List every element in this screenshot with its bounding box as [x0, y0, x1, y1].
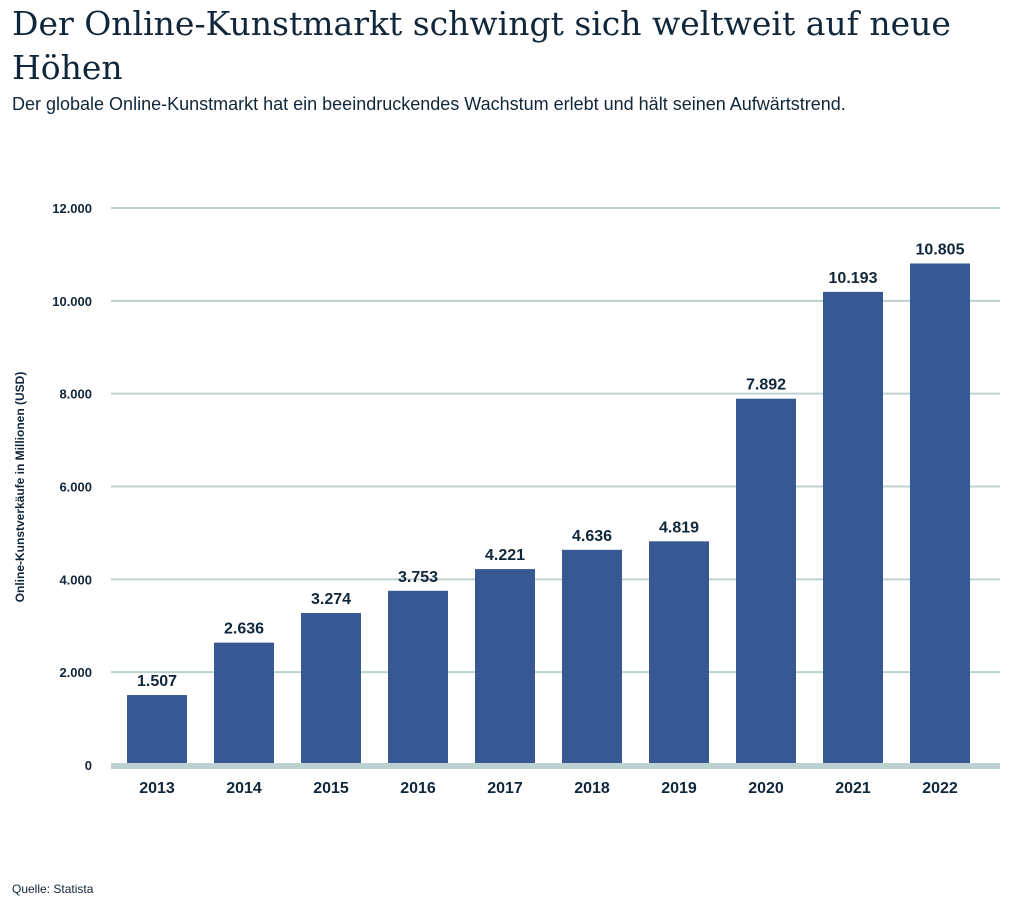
- y-tick-label: 0: [85, 758, 92, 773]
- bar: [388, 590, 448, 765]
- bar: [475, 569, 535, 765]
- bar: [823, 291, 883, 765]
- data-label: 3.753: [398, 569, 438, 586]
- bar: [127, 695, 187, 765]
- y-tick-label: 12.000: [52, 201, 92, 216]
- source-note: Quelle: Statista: [12, 882, 94, 896]
- x-tick-label: 2013: [139, 780, 175, 797]
- baseline: [111, 763, 1000, 769]
- data-label: 4.636: [572, 528, 612, 545]
- data-label: 4.221: [485, 547, 525, 564]
- x-tick-label: 2015: [313, 780, 349, 797]
- bar: [562, 549, 622, 765]
- x-tick-label: 2022: [922, 780, 958, 797]
- x-tick-label: 2018: [574, 780, 610, 797]
- bar: [301, 613, 361, 765]
- data-label: 10.805: [916, 241, 965, 258]
- data-label: 2.636: [224, 621, 264, 638]
- y-tick-label: 2.000: [59, 665, 92, 680]
- bar: [214, 642, 274, 765]
- y-tick-label: 8.000: [59, 387, 92, 402]
- y-tick-label: 10.000: [52, 294, 92, 309]
- x-tick-label: 2014: [226, 780, 262, 797]
- bar: [736, 398, 796, 765]
- data-label: 1.507: [137, 673, 177, 690]
- chart-subtitle: Der globale Online-Kunstmarkt hat ein be…: [12, 94, 846, 114]
- x-tick-label: 2017: [487, 780, 523, 797]
- chart-title: Der Online-Kunstmarkt schwingt sich welt…: [12, 4, 951, 87]
- data-label: 4.819: [659, 519, 699, 536]
- data-label: 3.274: [311, 591, 351, 608]
- y-tick-label: 6.000: [59, 480, 92, 495]
- y-axis-label: Online-Kunstverkäufe in Millionen (USD): [13, 372, 27, 603]
- bar: [649, 541, 709, 765]
- data-label: 7.892: [746, 377, 786, 394]
- bar: [910, 263, 970, 765]
- y-tick-label: 4.000: [59, 572, 92, 587]
- x-tick-label: 2021: [835, 780, 871, 797]
- x-tick-label: 2019: [661, 780, 697, 797]
- x-tick-label: 2016: [400, 780, 436, 797]
- data-label: 10.193: [829, 270, 878, 287]
- x-tick-label: 2020: [748, 780, 784, 797]
